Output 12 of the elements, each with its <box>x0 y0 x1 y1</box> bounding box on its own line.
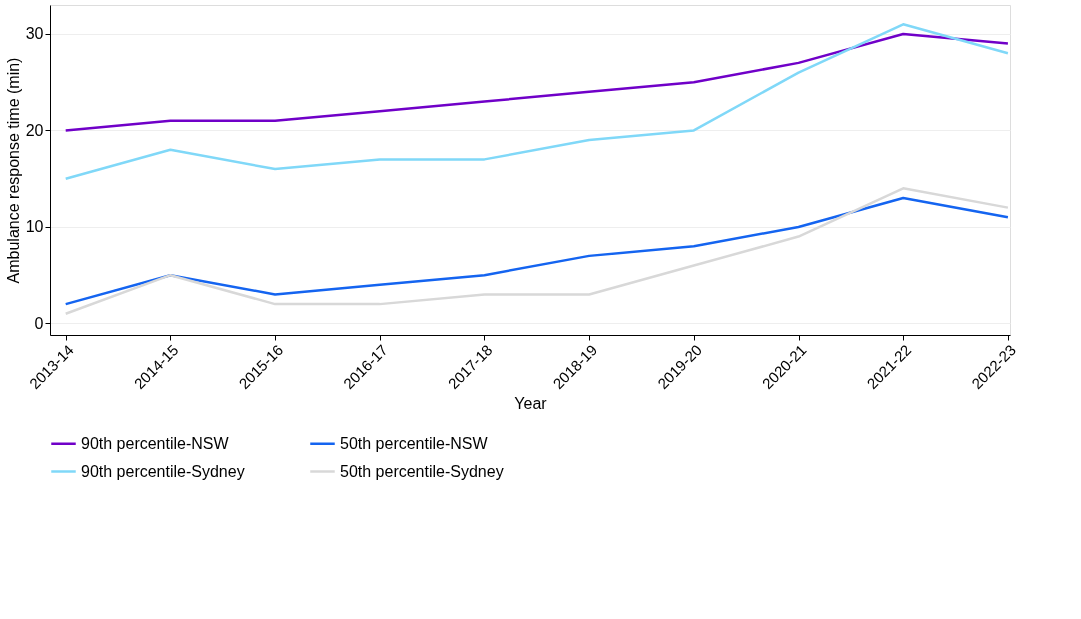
y-tick-label: 30 <box>25 25 44 43</box>
y-tick-label: 10 <box>25 218 44 236</box>
line-series <box>64 32 1010 132</box>
y-tick-label: 0 <box>34 314 44 332</box>
line-series <box>64 23 1010 180</box>
x-axis-title: Year <box>514 395 548 413</box>
legend-label: 50th percentile-NSW <box>340 434 489 452</box>
y-axis-title: Ambulance response time (min) <box>4 57 22 284</box>
legend-label: 90th percentile-Sydney <box>81 462 245 480</box>
y-tick-label: 20 <box>25 121 44 139</box>
legend-label: 90th percentile-NSW <box>81 434 230 452</box>
legend-label: 50th percentile-Sydney <box>340 462 504 480</box>
